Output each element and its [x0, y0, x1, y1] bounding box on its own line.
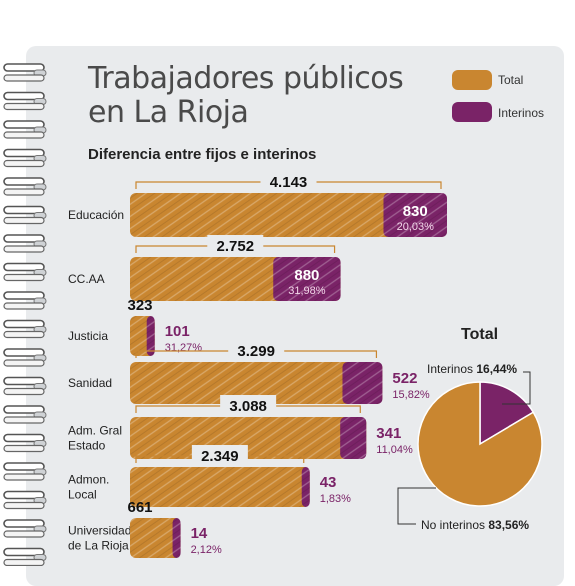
total-value-label: 2.349: [201, 448, 239, 465]
interinos-percent-label: 31,27%: [165, 342, 203, 354]
interinos-value-label: 880: [294, 267, 319, 284]
interinos-percent-label: 1,83%: [320, 493, 351, 505]
interinos-value-label: 830: [403, 203, 428, 220]
pie-leader-interinos: [502, 371, 531, 405]
legend-interinos-label: Interinos: [498, 106, 545, 120]
interinos-value-label: 14: [191, 525, 208, 542]
interinos-percent-label: 2,12%: [191, 544, 222, 556]
interinos-value-label: 101: [165, 323, 190, 340]
interinos-percent-label: 15,82%: [392, 389, 430, 401]
total-value-label: 3.299: [237, 343, 275, 360]
total-value-label: 661: [127, 499, 152, 516]
interinos-percent-label: 11,04%: [376, 444, 413, 456]
pie-title: Total: [461, 326, 499, 343]
category-label: CC.AA: [68, 272, 105, 286]
total-value-label: 3.088: [229, 398, 267, 415]
total-value-label: 4.143: [270, 174, 308, 191]
pie-slice-interinos: [479, 381, 535, 446]
total-value-label: 2.752: [217, 238, 255, 255]
title-line-2: en La Rioja: [88, 95, 249, 130]
legend-total-label: Total: [498, 73, 524, 87]
category-label: Admon. Local: [68, 473, 109, 502]
interinos-value-label: 341: [376, 425, 401, 442]
legend-total-swatch: [452, 70, 492, 90]
category-label: Universidad de La Rioja: [68, 524, 131, 553]
title-line-1: Trabajadores públicos: [88, 61, 404, 96]
category-label: Adm. Gral Estado: [68, 424, 122, 453]
spiral-binding: [3, 63, 47, 566]
total-value-label: 323: [127, 297, 152, 314]
legend-interinos-swatch: [452, 102, 492, 122]
category-label: Educación: [68, 208, 124, 222]
interinos-value-label: 522: [392, 370, 417, 387]
category-label: Sanidad: [68, 376, 112, 390]
pie-leader-no-interinos: [397, 487, 436, 525]
interinos-percent-label: 20,03%: [397, 221, 435, 233]
pie-label-interinos: Interinos 16,44%: [427, 362, 518, 376]
interinos-value-label: 43: [320, 474, 337, 491]
category-label: Justicia: [68, 329, 108, 343]
interinos-percent-label: 31,98%: [288, 285, 326, 297]
pie-label-no-interinos: No interinos 83,56%: [421, 518, 530, 532]
chart-subtitle: Diferencia entre fijos e interinos: [88, 146, 317, 163]
pie-slice-no-interinos: [417, 381, 543, 507]
